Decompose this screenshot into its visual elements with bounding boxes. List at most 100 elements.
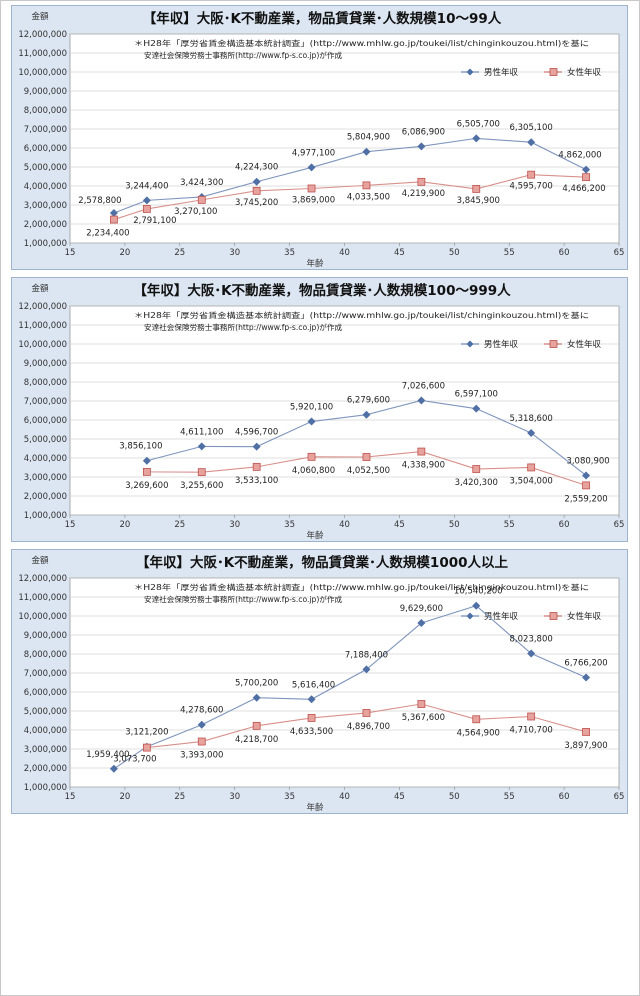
x-tick-label: 15 — [65, 248, 76, 258]
data-point — [472, 601, 481, 610]
data-label: 8,023,800 — [510, 635, 553, 645]
x-tick-label: 60 — [559, 520, 570, 530]
legend-marker — [549, 68, 558, 76]
data-point — [142, 205, 151, 213]
y-tick-label: 2,000,000 — [24, 220, 67, 230]
data-point — [307, 695, 316, 704]
data-point — [252, 177, 261, 186]
data-point — [582, 471, 591, 480]
legend-marker — [466, 612, 474, 620]
x-tick-label: 55 — [504, 792, 515, 802]
data-label: 2,559,200 — [564, 494, 607, 504]
plot-area — [69, 33, 620, 244]
data-label: 3,869,000 — [292, 195, 335, 205]
x-tick-label: 20 — [119, 248, 130, 258]
x-tick-label: 60 — [559, 792, 570, 802]
chart-title: 【年収】大阪･K不動産業，物品賃貸業･人数規模10～99人 — [143, 10, 502, 27]
data-label: 2,234,400 — [86, 229, 129, 239]
data-point — [527, 170, 536, 179]
y-tick-label: 8,000,000 — [24, 106, 67, 116]
data-point — [417, 396, 426, 405]
data-label: 4,052,500 — [347, 466, 390, 476]
source-note: ＊H28年「厚労省賃金構造基本統計調査」(http://www.mhlw.go.… — [134, 38, 589, 48]
data-label: 5,367,600 — [402, 713, 445, 723]
data-label: 3,424,300 — [180, 178, 223, 188]
data-point — [417, 142, 426, 151]
data-point — [252, 693, 261, 702]
data-point — [307, 184, 316, 193]
data-point — [472, 185, 481, 193]
y-tick-label: 11,000,000 — [18, 321, 67, 331]
data-point — [417, 447, 426, 456]
data-label: 4,633,500 — [290, 727, 333, 737]
chart-panel-small-firms: 1,000,000 2,000,000 3,000,000 4,000,000 5,00… — [11, 5, 628, 270]
data-label: 6,766,200 — [564, 658, 607, 668]
data-label: 4,596,700 — [235, 428, 278, 438]
data-point — [362, 181, 371, 190]
y-tick-label: 1,000,000 — [24, 239, 67, 249]
x-tick-label: 50 — [449, 520, 460, 530]
data-point — [109, 764, 118, 773]
data-label: 4,862,000 — [558, 151, 601, 161]
y-tick-label: 4,000,000 — [24, 454, 67, 464]
y-tick-label: 10,000,000 — [18, 68, 67, 78]
x-tick-label: 60 — [559, 248, 570, 258]
data-label: 9,629,600 — [400, 604, 443, 614]
x-tick-label: 35 — [284, 248, 295, 258]
data-point — [582, 673, 591, 682]
data-point — [110, 215, 118, 224]
data-point — [417, 700, 426, 708]
data-point — [307, 714, 316, 722]
data-label: 7,188,400 — [345, 650, 388, 660]
data-point — [252, 462, 261, 471]
y-tick-label: 7,000,000 — [24, 125, 67, 135]
data-point — [472, 134, 481, 143]
y-axis-label: 金額 — [31, 283, 49, 294]
data-label: 4,564,900 — [457, 728, 500, 738]
data-point — [142, 467, 151, 476]
x-tick-label: 55 — [504, 248, 515, 258]
data-point — [252, 721, 261, 730]
data-label: 4,977,100 — [292, 148, 335, 158]
data-label: 4,224,300 — [235, 163, 278, 173]
x-tick-label: 25 — [174, 792, 185, 802]
data-label: 3,845,900 — [457, 196, 500, 206]
data-point — [307, 452, 316, 461]
y-tick-label: 2,000,000 — [24, 492, 67, 502]
data-point — [417, 177, 426, 186]
data-label: 10,540,200 — [454, 587, 503, 597]
y-tick-label: 2,000,000 — [24, 764, 67, 774]
x-tick-label: 30 — [229, 520, 240, 530]
data-label: 3,073,700 — [113, 755, 156, 765]
x-tick-label: 65 — [614, 520, 625, 530]
data-label: 6,279,600 — [347, 396, 390, 406]
data-point — [582, 728, 590, 736]
data-label: 4,218,700 — [235, 735, 278, 745]
data-label: 4,595,700 — [510, 182, 553, 192]
x-tick-label: 15 — [65, 520, 76, 530]
data-point — [142, 456, 151, 465]
data-label: 3,080,900 — [566, 456, 609, 466]
series-line — [113, 137, 587, 214]
source-note-author: 安達社会保険労務士事務所(http://www.fp-s.co.jp)が作成 — [144, 50, 342, 60]
data-point — [582, 165, 591, 174]
data-point — [362, 665, 371, 674]
source-note: ＊H28年「厚労省賃金構造基本統計調査」(http://www.mhlw.go.… — [134, 310, 589, 320]
x-tick-label: 30 — [229, 248, 240, 258]
x-tick-label: 30 — [229, 792, 240, 802]
data-label: 6,305,100 — [510, 123, 553, 133]
line-chart: 1,000,000 2,000,000 3,000,000 4,000,000 5,00… — [18, 554, 625, 813]
data-label: 5,318,600 — [510, 414, 553, 424]
data-point — [142, 743, 151, 752]
data-label: 1,959,400 — [86, 750, 129, 760]
data-point — [197, 468, 206, 477]
data-point — [307, 163, 316, 172]
data-point — [472, 404, 481, 413]
data-label: 5,616,400 — [292, 680, 335, 690]
data-label: 6,597,100 — [455, 390, 498, 400]
x-axis-label: 年齢 — [306, 258, 324, 269]
data-point — [582, 481, 590, 490]
x-tick-label: 65 — [614, 792, 625, 802]
y-tick-label: 10,000,000 — [18, 340, 67, 350]
data-point — [527, 138, 536, 147]
